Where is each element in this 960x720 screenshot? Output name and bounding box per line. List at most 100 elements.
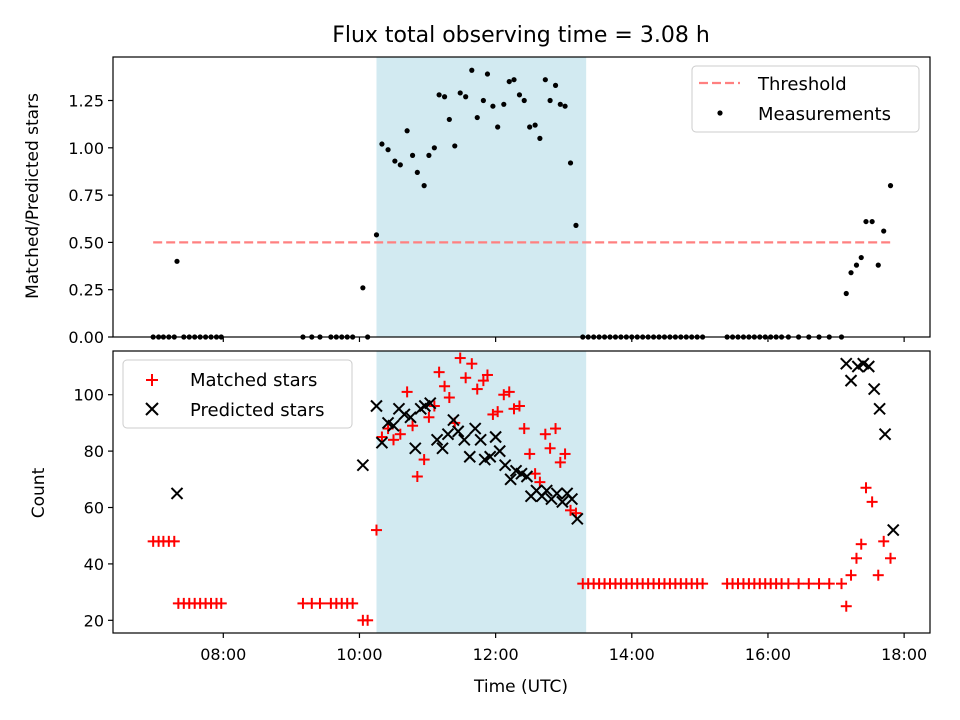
predicted-star-point <box>844 374 858 387</box>
measurement-point <box>875 262 881 268</box>
matched-star-point <box>439 380 451 392</box>
predicted-star-point <box>489 430 502 444</box>
matched-star-point <box>362 614 374 626</box>
matched-star-point <box>401 386 413 398</box>
top-y-tick-label: 1.25 <box>68 92 104 111</box>
measurement-point <box>379 141 385 147</box>
measurement-point <box>446 116 452 123</box>
measurement-point <box>404 128 410 134</box>
measurement-point <box>463 94 469 100</box>
matched-star-point <box>697 578 709 590</box>
predicted-star-point <box>483 450 497 463</box>
measurement-point <box>516 92 523 98</box>
measurement-point <box>887 183 894 189</box>
matched-star-point <box>813 578 825 590</box>
measurement-point <box>495 124 501 130</box>
matched-star-point <box>885 552 897 564</box>
top-axis-ticks: 0.00 0.25 0.50 0.75 1.00 1.25 <box>68 92 905 347</box>
matched-star-point <box>423 411 435 423</box>
bottom-x-tick-label: 14:00 <box>609 645 655 664</box>
matched-star-point <box>872 569 884 581</box>
measurement-point <box>863 218 869 225</box>
measurement-point <box>174 258 180 264</box>
measurement-point <box>853 262 860 268</box>
legend-matched-label: Matched stars <box>190 370 317 391</box>
bottom-axis-ticks: 20 40 60 80 100 08:00 10:00 12:00 14:00 16:00 18:0… <box>73 386 927 664</box>
measurement-point <box>441 94 448 100</box>
predicted-star-point <box>540 484 553 497</box>
predicted-star-point <box>862 360 875 373</box>
matched-stars-points <box>147 352 897 626</box>
matched-star-point <box>524 448 536 460</box>
legend-measurements-swatch <box>717 110 723 116</box>
measurement-point <box>573 222 579 228</box>
measurement-point <box>431 145 437 151</box>
top-panel: 0.00 0.25 0.50 0.75 1.00 1.25 Matched/Predict… <box>23 56 931 347</box>
predicted-star-point <box>504 473 517 486</box>
measurement-point <box>373 232 380 238</box>
matched-star-point <box>823 578 835 590</box>
legend-predicted-label: Predicted stars <box>190 400 324 421</box>
chart-title: Flux total observing time = 3.08 h <box>332 23 710 48</box>
legend-measurements-label: Measurements <box>758 104 891 125</box>
bottom-y-tick-label: 20 <box>84 611 104 630</box>
matched-star-point <box>803 578 815 590</box>
measurement-point <box>506 78 512 85</box>
matched-star-point <box>529 468 541 480</box>
measurement-point <box>392 158 398 164</box>
top-y-tick-label: 1.00 <box>68 139 104 158</box>
measurement-point <box>426 152 432 158</box>
bottom-y-tick-label: 80 <box>84 442 104 461</box>
top-legend: Threshold Measurements <box>691 65 920 133</box>
predicted-star-point <box>571 512 584 525</box>
measurement-point <box>547 97 553 104</box>
matched-star-point <box>554 456 566 468</box>
x-axis-label: Time (UTC) <box>473 677 568 697</box>
predicted-star-point <box>447 413 460 427</box>
predicted-star-point <box>468 422 482 435</box>
predicted-star-point <box>441 427 455 441</box>
measurement-point <box>552 82 559 88</box>
predicted-star-point <box>409 442 422 455</box>
predicted-star-point <box>404 411 417 424</box>
predicted-star-point <box>436 442 449 455</box>
matched-star-point <box>513 400 525 412</box>
matched-star-point <box>433 366 445 378</box>
measurement-point <box>484 71 491 77</box>
measurement-point <box>869 218 875 225</box>
predicted-star-point <box>867 382 881 396</box>
predicted-star-point <box>493 444 506 458</box>
measurement-point <box>469 67 475 73</box>
matched-star-point <box>466 358 478 370</box>
legend-predicted-swatch <box>145 402 159 416</box>
predicted-star-point <box>878 427 892 441</box>
legend-matched-swatch <box>146 374 158 386</box>
bottom-legend: Matched stars Predicted stars <box>122 359 353 429</box>
measurement-point <box>527 124 533 130</box>
predicted-star-point <box>556 495 569 509</box>
matched-star-point <box>855 538 867 550</box>
matched-star-point <box>559 448 571 460</box>
predicted-star-point <box>430 433 444 447</box>
measurement-point <box>843 290 849 297</box>
measurement-point <box>397 162 403 168</box>
observing-window-shade-top <box>376 57 587 337</box>
matched-star-point <box>347 597 359 609</box>
predicted-star-point <box>565 492 579 506</box>
matched-star-point <box>376 431 388 443</box>
predicted-star-point <box>887 523 900 537</box>
bottom-x-tick-label: 10:00 <box>336 645 382 664</box>
predicted-star-point <box>520 470 534 483</box>
measurement-point <box>858 254 864 261</box>
matched-star-point <box>793 578 805 590</box>
matched-star-point <box>454 352 466 364</box>
measurement-point <box>452 143 458 149</box>
matched-star-point <box>539 428 551 440</box>
predicted-star-point <box>424 396 437 410</box>
predicted-stars-points <box>170 357 900 537</box>
predicted-star-point <box>370 399 383 413</box>
matched-star-point <box>314 597 326 609</box>
matched-star-point <box>481 369 493 381</box>
top-y-tick-label: 0.50 <box>68 233 104 252</box>
